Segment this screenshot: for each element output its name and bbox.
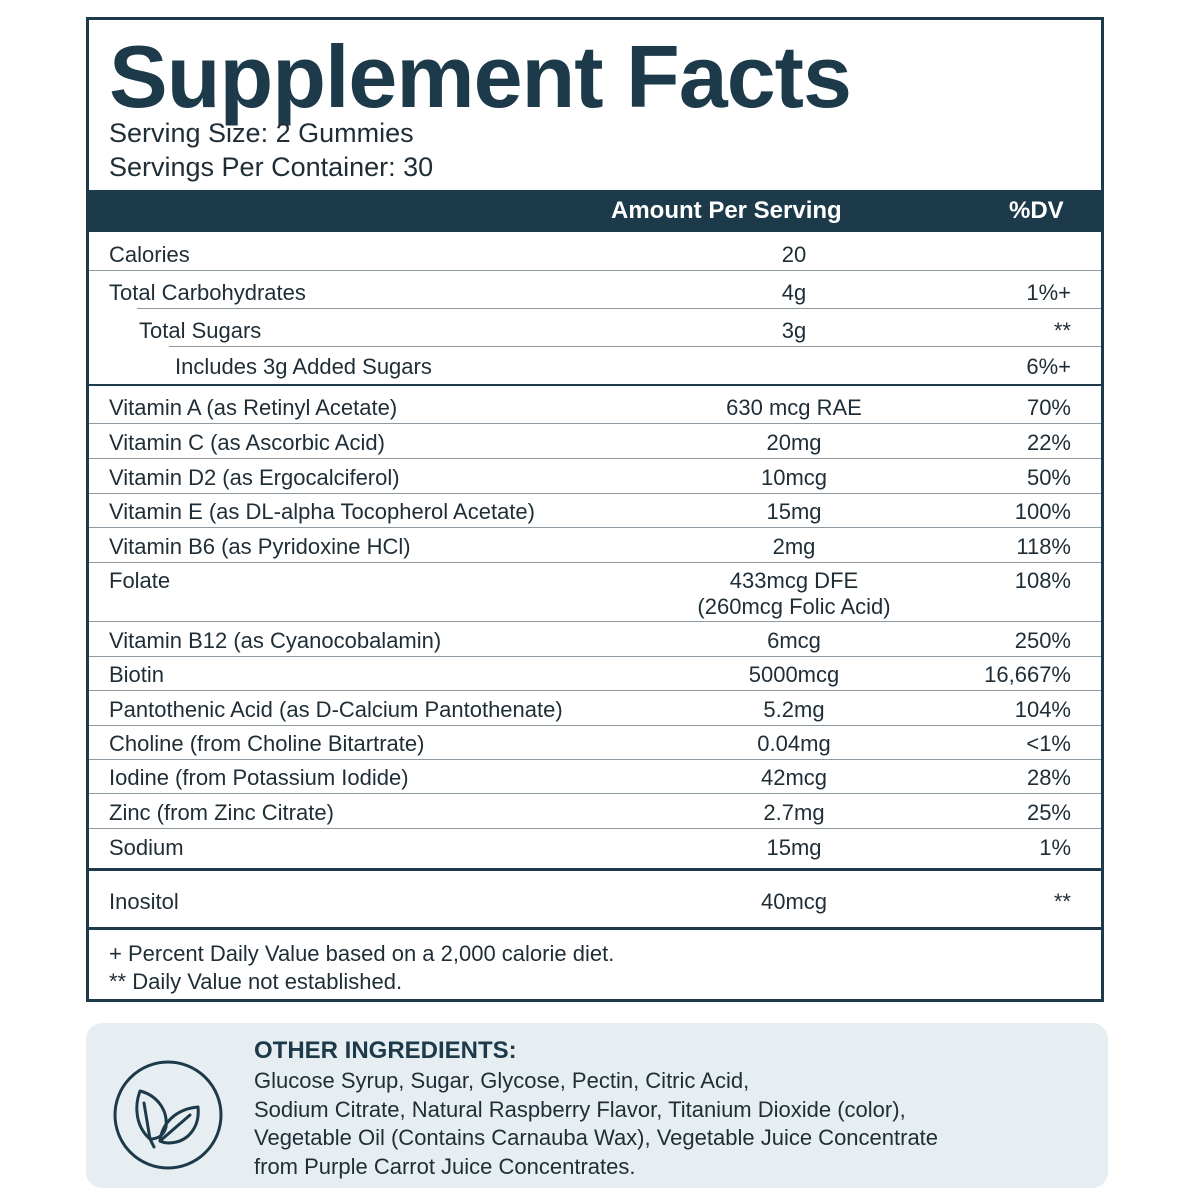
other-ingredients-text: Glucose Syrup, Sugar, Glycose, Pectin, C… bbox=[254, 1067, 938, 1181]
row-name: Total Sugars bbox=[139, 318, 262, 343]
row-dv: 22% bbox=[1026, 430, 1071, 455]
row-amount: 20mg bbox=[766, 430, 822, 455]
row-name: Zinc (from Zinc Citrate) bbox=[109, 800, 334, 825]
row-dv: 25% bbox=[1026, 800, 1071, 825]
row-dv: 6%+ bbox=[1026, 354, 1071, 379]
row-amount: 433mcg DFE (260mcg Folic Acid) bbox=[629, 568, 959, 620]
row-amount: 0.04mg bbox=[757, 731, 831, 756]
row-name: Sodium bbox=[109, 835, 184, 860]
row-dv: ** bbox=[1053, 889, 1071, 914]
footnote-dv-not-established: ** Daily Value not established. bbox=[109, 969, 403, 994]
header-dv: %DV bbox=[1009, 197, 1064, 224]
row-amount: 2.7mg bbox=[763, 800, 825, 825]
row-dv: 16,667% bbox=[984, 662, 1071, 687]
row-amount: 5000mcg bbox=[748, 662, 840, 687]
ingredients-line: Sodium Citrate, Natural Raspberry Flavor… bbox=[254, 1096, 906, 1122]
row-name: Folate bbox=[109, 568, 171, 593]
row-name: Vitamin A (as Retinyl Acetate) bbox=[109, 395, 398, 420]
row-name: Total Carbohydrates bbox=[109, 280, 306, 305]
row-amount: 40mcg bbox=[760, 889, 828, 914]
row-dv: 70% bbox=[1026, 395, 1071, 420]
row-dv: 250% bbox=[1014, 628, 1071, 653]
ingredients-line: Glucose Syrup, Sugar, Glycose, Pectin, C… bbox=[254, 1068, 750, 1093]
row-amount: 630 mcg RAE bbox=[726, 395, 862, 420]
other-ingredients-title: OTHER INGREDIENTS: bbox=[254, 1037, 517, 1064]
row-amount: 6mcg bbox=[767, 628, 821, 653]
row-amount-main: 433mcg DFE bbox=[729, 568, 859, 593]
servings-per-container: Servings Per Container: 30 bbox=[109, 152, 434, 182]
leaf-icon bbox=[110, 1057, 226, 1173]
row-dv: 28% bbox=[1026, 765, 1071, 790]
row-name: Calories bbox=[109, 242, 190, 267]
footnote-dv-basis: + Percent Daily Value based on a 2,000 c… bbox=[109, 941, 615, 966]
row-name: Includes 3g Added Sugars bbox=[175, 354, 432, 379]
row-name: Vitamin C (as Ascorbic Acid) bbox=[109, 430, 385, 455]
table-header: Amount Per Serving %DV bbox=[89, 190, 1101, 232]
row-name: Vitamin D2 (as Ergocalciferol) bbox=[109, 465, 400, 490]
row-name: Biotin bbox=[109, 662, 165, 687]
row-amount: 15mg bbox=[766, 835, 822, 860]
row-dv: 1%+ bbox=[1026, 280, 1071, 305]
row-dv: 100% bbox=[1014, 499, 1071, 524]
row-amount: 2mg bbox=[772, 534, 816, 559]
other-ingredients-panel: OTHER INGREDIENTS: Glucose Syrup, Sugar,… bbox=[86, 1023, 1108, 1188]
row-dv: 50% bbox=[1026, 465, 1071, 490]
row-dv: 1% bbox=[1039, 835, 1071, 860]
row-dv: ** bbox=[1053, 318, 1071, 343]
row-name: Iodine (from Potassium Iodide) bbox=[109, 765, 409, 790]
ingredients-line: Vegetable Oil (Contains Carnauba Wax), V… bbox=[254, 1125, 939, 1150]
row-name: Inositol bbox=[109, 889, 179, 914]
row-name: Pantothenic Acid (as D-Calcium Pantothen… bbox=[109, 697, 563, 722]
row-name: Choline (from Choline Bitartrate) bbox=[109, 731, 425, 756]
row-name: Vitamin E (as DL-alpha Tocopherol Acetat… bbox=[109, 499, 535, 524]
row-amount: 42mcg bbox=[760, 765, 828, 790]
row-name: Vitamin B12 (as Cyanocobalamin) bbox=[109, 628, 442, 653]
row-amount-sub: (260mcg Folic Acid) bbox=[697, 594, 891, 619]
row-amount: 10mcg bbox=[760, 465, 828, 490]
header-amount: Amount Per Serving bbox=[611, 197, 842, 224]
row-amount: 4g bbox=[781, 280, 807, 305]
supplement-facts-panel: Supplement Facts Serving Size: 2 Gummies… bbox=[86, 17, 1104, 1002]
serving-size: Serving Size: 2 Gummies bbox=[109, 118, 414, 148]
row-amount: 20 bbox=[781, 242, 807, 267]
row-name: Vitamin B6 (as Pyridoxine HCl) bbox=[109, 534, 411, 559]
row-amount: 15mg bbox=[766, 499, 822, 524]
row-amount: 5.2mg bbox=[763, 697, 825, 722]
row-dv: <1% bbox=[1026, 731, 1071, 756]
row-dv: 108% bbox=[1014, 568, 1071, 593]
row-dv: 104% bbox=[1014, 697, 1071, 722]
row-dv: 118% bbox=[1016, 534, 1071, 559]
row-amount: 3g bbox=[781, 318, 807, 343]
page-title: Supplement Facts bbox=[109, 27, 852, 126]
ingredients-line: from Purple Carrot Juice Concentrates. bbox=[254, 1153, 636, 1179]
